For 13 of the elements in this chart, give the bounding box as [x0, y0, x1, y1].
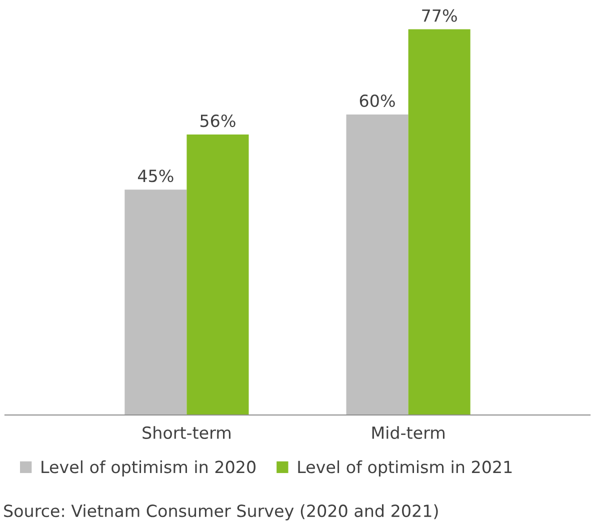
- source-note: Source: Vietnam Consumer Survey (2020 and 2021): [4, 504, 438, 520]
- bar: [186, 134, 249, 415]
- x-tick-label: Mid-term: [372, 426, 444, 440]
- legend-label: Level of optimism in 2020: [42, 460, 256, 477]
- bar: [408, 29, 470, 415]
- bar: [346, 114, 408, 415]
- data-label: 77%: [422, 9, 457, 22]
- data-label: 60%: [360, 94, 395, 108]
- legend-label: Level of optimism in 2021: [298, 460, 512, 477]
- x-tick-label: Short-term: [142, 426, 230, 440]
- bar: [124, 190, 187, 415]
- data-label: 45%: [138, 170, 174, 182]
- data-label: 56%: [200, 114, 236, 128]
